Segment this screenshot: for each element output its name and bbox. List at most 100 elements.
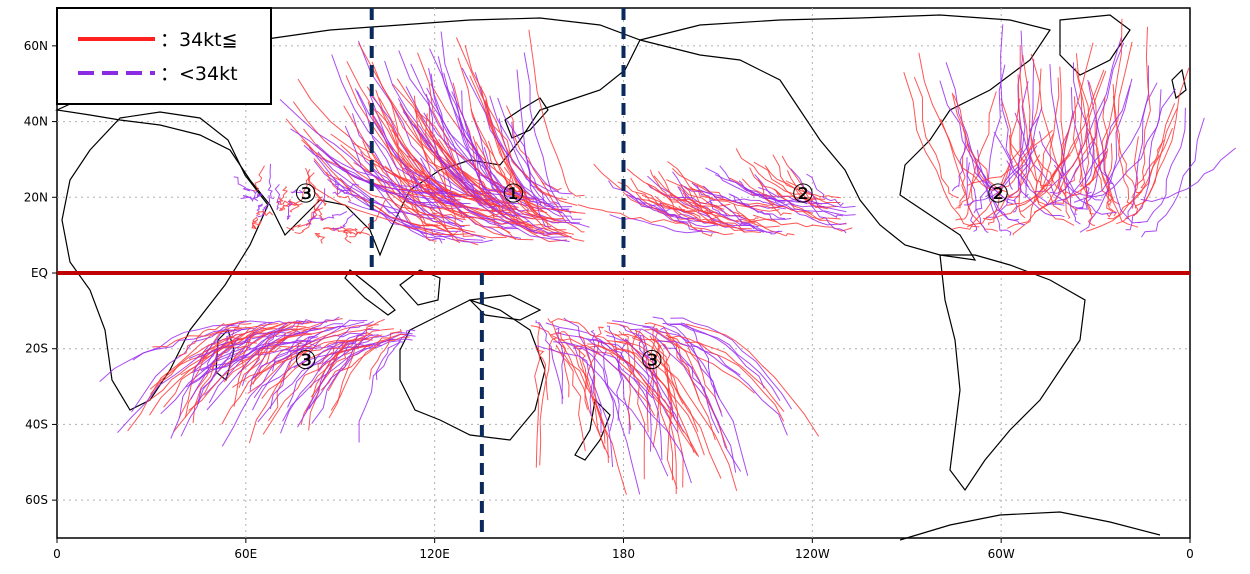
strong-track xyxy=(267,338,307,422)
strong-track xyxy=(1033,70,1107,213)
strong-track xyxy=(251,220,262,229)
strong-track xyxy=(320,338,395,391)
weak-track xyxy=(99,324,240,382)
strong-track xyxy=(1040,77,1060,190)
weak-track xyxy=(430,73,496,209)
y-tick-label: 40S xyxy=(25,417,48,431)
strong-track xyxy=(1017,74,1026,219)
strong-track xyxy=(288,200,303,206)
weak-track xyxy=(208,320,309,404)
weak-track xyxy=(967,142,1025,226)
weak-track xyxy=(256,203,264,213)
strong-track xyxy=(690,186,761,233)
strong-track xyxy=(391,129,534,229)
strong-track xyxy=(577,204,685,224)
weak-track xyxy=(1014,112,1084,209)
weak-track xyxy=(1141,117,1205,238)
strong-track xyxy=(464,45,567,201)
strong-track xyxy=(346,61,478,198)
weak-track xyxy=(280,328,380,434)
weak-track xyxy=(606,334,676,420)
weak-track xyxy=(515,176,582,220)
strong-track xyxy=(518,190,585,242)
strong-track xyxy=(678,205,722,226)
strong-track xyxy=(178,322,236,357)
strong-track xyxy=(305,167,327,207)
strong-track xyxy=(764,165,841,203)
strong-track xyxy=(294,206,320,235)
y-tick-label: 40N xyxy=(24,115,48,129)
strong-track xyxy=(1140,26,1151,189)
strong-track xyxy=(326,171,351,202)
weak-track xyxy=(274,183,281,211)
weak-track xyxy=(331,212,356,232)
strong-track xyxy=(384,165,471,227)
weak-track xyxy=(249,326,286,392)
x-tick-label: 0 xyxy=(53,547,61,561)
weak-track xyxy=(684,185,765,204)
axis-ticks: 0 60E 120E 180 120W 60W 0 60N 40N 20N EQ 20S 40S 60S xyxy=(24,39,1194,561)
weak-track xyxy=(132,327,252,361)
strong-track xyxy=(561,331,606,450)
weak-track xyxy=(993,131,1065,206)
weak-track xyxy=(1137,107,1186,224)
weak-track xyxy=(421,178,543,232)
strong-track xyxy=(772,154,828,210)
x-tick-label: 0 xyxy=(1186,547,1194,561)
strong-track xyxy=(327,336,410,392)
weak-track xyxy=(411,154,516,229)
weak-track xyxy=(461,67,559,192)
strong-track xyxy=(362,140,449,233)
weak-track xyxy=(331,54,471,205)
weak-track xyxy=(705,167,808,205)
weak-track xyxy=(326,320,375,347)
weak-track xyxy=(160,331,304,415)
weak-track xyxy=(612,320,741,376)
strong-track xyxy=(247,327,374,394)
strong-track xyxy=(913,76,959,199)
weak-track xyxy=(977,165,1012,236)
strong-track xyxy=(667,335,785,422)
weak-track xyxy=(659,202,704,232)
strong-track xyxy=(685,341,785,413)
strong-track xyxy=(1107,103,1176,220)
strong-track xyxy=(455,37,578,206)
weak-track xyxy=(619,324,657,378)
new-zealand-coast xyxy=(574,398,611,461)
strong-track xyxy=(1019,130,1070,212)
weak-track xyxy=(763,201,856,216)
weak-track xyxy=(170,329,236,439)
weak-track xyxy=(1012,81,1029,213)
weak-track xyxy=(973,64,1006,214)
strong-track xyxy=(1008,135,1075,226)
weak-track xyxy=(516,69,552,228)
weak-track xyxy=(1024,58,1035,199)
strong-track xyxy=(248,339,346,444)
weak-track xyxy=(728,193,792,220)
strong-track xyxy=(417,182,521,225)
strong-track xyxy=(661,343,674,481)
weak-track xyxy=(719,165,786,203)
weak-track xyxy=(269,336,319,410)
weak-track xyxy=(1073,62,1114,185)
weak-track xyxy=(425,93,465,219)
weak-track xyxy=(1038,131,1102,201)
weak-track xyxy=(313,160,461,232)
strong-track xyxy=(475,141,557,237)
strong-track xyxy=(343,105,476,233)
strong-track xyxy=(251,165,265,192)
strong-track xyxy=(470,108,527,193)
weak-track xyxy=(459,178,580,224)
strong-track xyxy=(634,330,684,405)
strong-track xyxy=(255,210,273,217)
weak-track xyxy=(333,177,349,195)
weak-track xyxy=(221,346,312,447)
weak-track xyxy=(1049,64,1081,225)
strong-track xyxy=(233,326,267,407)
strong-track xyxy=(626,168,725,210)
strong-track xyxy=(401,158,534,241)
weak-track xyxy=(318,332,413,372)
weak-track xyxy=(180,346,252,437)
weak-track xyxy=(526,159,563,214)
